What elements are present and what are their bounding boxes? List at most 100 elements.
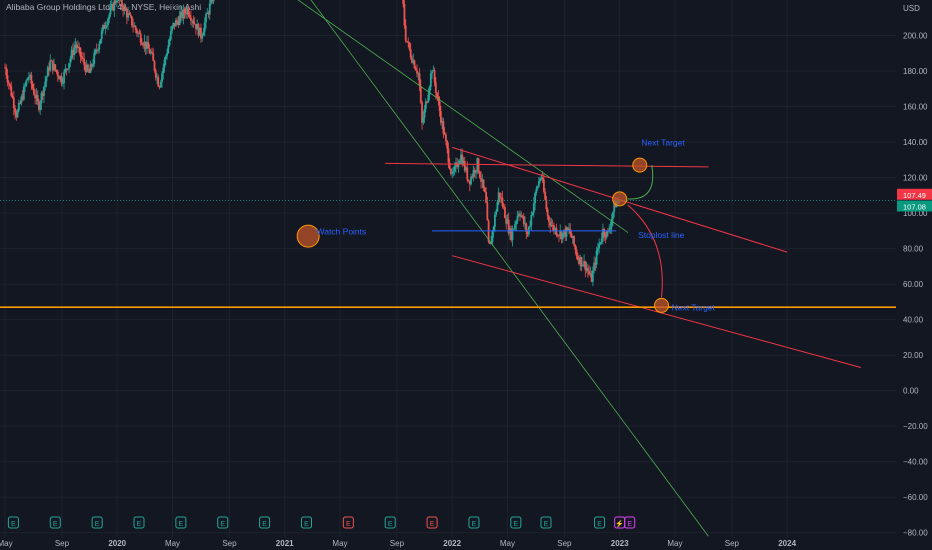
candle-body <box>412 60 415 63</box>
candle-body <box>19 102 21 104</box>
candle-body <box>55 69 58 72</box>
earnings-badge[interactable] <box>594 516 606 529</box>
earnings-badge[interactable] <box>468 516 480 529</box>
candle-body <box>603 229 606 236</box>
candle-body <box>5 67 8 76</box>
candle-body <box>211 0 214 2</box>
candle-body <box>466 167 469 180</box>
candle-body <box>530 214 533 226</box>
earnings-badge[interactable] <box>49 516 61 529</box>
candle-body <box>514 224 516 229</box>
candle-body <box>419 86 422 103</box>
earnings-badge-glyph: E <box>95 521 100 528</box>
candle-body <box>428 86 431 95</box>
candle-body <box>22 86 25 100</box>
earnings-badge[interactable] <box>342 516 354 529</box>
candle-body <box>580 257 583 267</box>
earnings-badge[interactable] <box>91 516 103 529</box>
candle-body <box>413 60 416 69</box>
candle-body <box>12 97 15 109</box>
candle-body <box>541 177 544 180</box>
earnings-badge[interactable] <box>300 516 312 529</box>
earnings-badge[interactable] <box>426 516 438 529</box>
earnings-badge[interactable] <box>259 516 271 529</box>
y-tick-label: 60.00 <box>903 280 924 289</box>
x-tick-label: May <box>667 539 682 548</box>
candle-body <box>431 71 433 74</box>
x-tick-label: 2024 <box>778 539 796 548</box>
earnings-badge[interactable] <box>133 516 145 529</box>
candle-body <box>128 13 131 15</box>
candle-body <box>102 25 104 31</box>
candle-body <box>424 101 427 109</box>
earnings-badge[interactable] <box>217 516 229 529</box>
candle-body <box>16 110 19 118</box>
candle-body <box>451 172 454 174</box>
y-tick-label: 160.00 <box>903 103 928 112</box>
candle-body <box>536 186 539 189</box>
candle-body <box>499 192 501 198</box>
candle-body <box>79 47 82 57</box>
candle-body <box>95 49 98 51</box>
candle-body <box>63 71 65 83</box>
earnings-badge[interactable] <box>540 516 552 529</box>
candle-body <box>184 13 187 15</box>
candle-body <box>74 44 77 48</box>
candle-body <box>207 12 210 15</box>
candle-body <box>21 96 24 100</box>
candle-body <box>599 242 602 244</box>
candle-body <box>477 158 480 173</box>
candle-body <box>143 41 146 46</box>
candle-body <box>486 202 489 221</box>
watch-point-circle[interactable] <box>296 224 320 248</box>
candle-body <box>31 83 34 89</box>
earnings-badge[interactable] <box>7 516 19 529</box>
candle-body <box>20 96 23 104</box>
candle-body <box>422 117 425 123</box>
candle-body <box>73 47 76 56</box>
candle-body <box>148 48 151 54</box>
candle-body <box>594 262 597 265</box>
candle-body <box>134 26 137 30</box>
candle-body <box>66 68 69 70</box>
target-circle[interactable] <box>612 191 628 207</box>
candle-body <box>120 0 123 7</box>
candle-body <box>556 234 559 236</box>
candle-body <box>456 162 459 168</box>
candle-body <box>182 9 185 19</box>
earnings-badge-glyph: E <box>597 521 602 528</box>
candle-body <box>206 12 209 15</box>
candle-body <box>429 73 432 87</box>
candle-body <box>566 227 569 231</box>
y-tick-label: −60.00 <box>903 493 928 502</box>
candle-body <box>492 226 495 232</box>
candle-body <box>39 103 42 111</box>
candle-body <box>516 215 519 222</box>
candle-body <box>546 209 549 217</box>
candle-body <box>103 25 106 29</box>
candle-body <box>402 0 405 4</box>
candle-body <box>163 59 166 68</box>
earnings-badge[interactable] <box>510 516 522 529</box>
candle-body <box>436 92 439 97</box>
earnings-badge[interactable] <box>384 516 396 529</box>
candle-body <box>520 215 523 217</box>
candle-body <box>578 259 580 265</box>
candle-body <box>491 231 494 243</box>
earnings-badge[interactable] <box>175 516 187 529</box>
candle-body <box>191 20 194 22</box>
candle-body <box>70 50 73 59</box>
candle-body <box>48 67 50 71</box>
target-circle[interactable] <box>654 297 670 313</box>
candle-body <box>586 267 589 272</box>
target-circle[interactable] <box>632 157 648 173</box>
candle-body <box>458 160 461 165</box>
candle-body <box>88 70 91 73</box>
candle-body <box>85 64 88 72</box>
candle-body <box>481 179 484 182</box>
candle-body <box>478 172 481 178</box>
earnings-badge[interactable] <box>624 516 636 529</box>
candle-body <box>575 249 578 256</box>
candle-body <box>461 154 464 165</box>
